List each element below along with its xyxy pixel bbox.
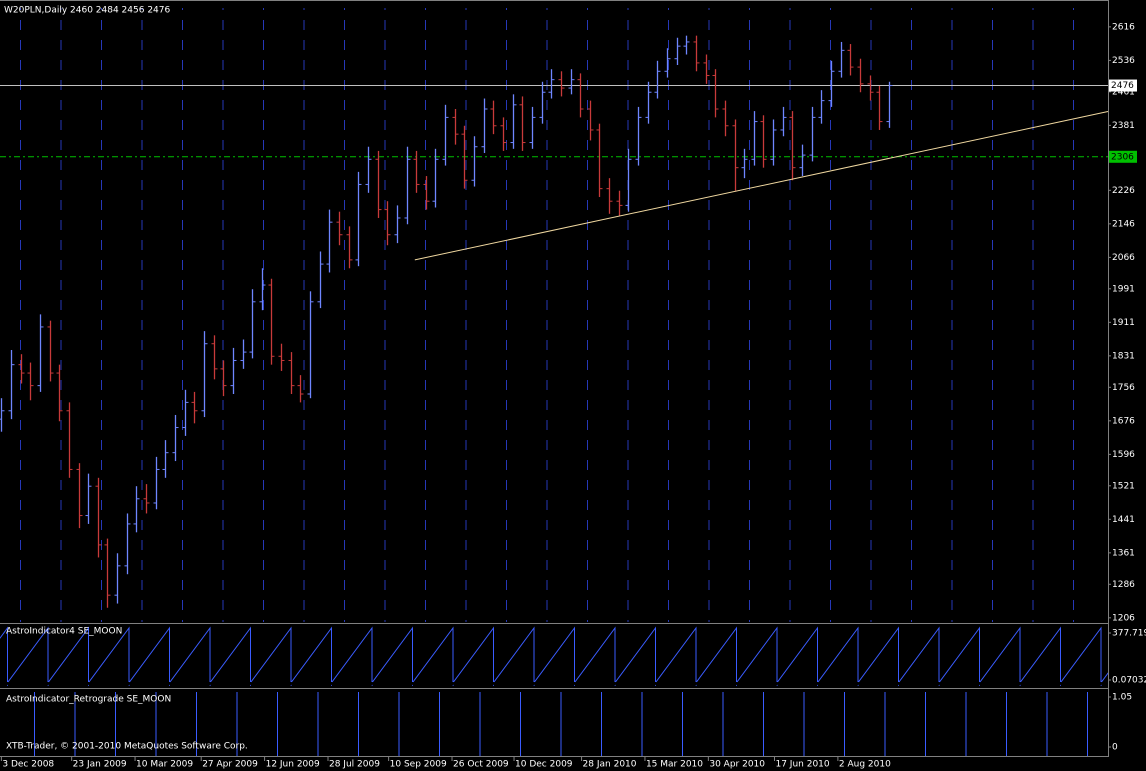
y-tick-label: 2536	[1112, 56, 1135, 66]
x-tick-label: 10 Dec 2009	[515, 760, 573, 770]
indicator-title: AstroIndicator_Retrograde SE_MOON	[6, 695, 171, 705]
y-tick-label: 1286	[1112, 580, 1135, 590]
y-tick-label: 2616	[1112, 22, 1135, 32]
x-tick-label: 23 Jan 2009	[73, 760, 127, 770]
y-tick-label: 1991	[1112, 284, 1135, 294]
y-tick-label: 1521	[1112, 481, 1135, 491]
x-tick-label: 10 Mar 2009	[136, 760, 193, 770]
x-tick-label: 15 Mar 2010	[646, 760, 703, 770]
price-level-label: 2476	[1111, 81, 1134, 91]
price-level-label: 2306	[1111, 152, 1134, 162]
y-tick-label: 1441	[1112, 515, 1135, 525]
marks	[0, 35, 1109, 608]
trend-line	[414, 111, 1109, 261]
indicator-title: AstroIndicator4 SE_MOON	[6, 627, 122, 637]
x-tick-label: 27 Apr 2009	[202, 760, 258, 770]
footer: XTB-Trader, © 2001-2010 MetaQuotes Softw…	[6, 742, 248, 752]
retrograde-lines	[0, 692, 1108, 756]
y-tick-label: 1831	[1112, 351, 1135, 361]
y-tick-label: 1676	[1112, 416, 1135, 426]
y-tick-label: 1.05	[1112, 693, 1132, 703]
y-tick-label: 2226	[1112, 186, 1135, 196]
y-tick-label: 1596	[1112, 450, 1135, 460]
y-tick-label: 2461	[1112, 87, 1135, 97]
y-tick-label: 2146	[1112, 219, 1135, 229]
y-tick-label: 1206	[1112, 613, 1135, 623]
y-tick-label: 377.719	[1112, 629, 1146, 639]
y-tick-label: 2066	[1112, 253, 1135, 263]
price-level-tag	[1109, 79, 1137, 92]
y-tick-label: 2381	[1112, 121, 1135, 131]
y-tick-label: 0.07032	[1112, 676, 1146, 686]
y-tick-label: 1361	[1112, 548, 1135, 558]
price-level-tag	[1109, 150, 1137, 163]
x-tick-label: 28 Jan 2010	[583, 760, 637, 770]
y-tick-label: 1911	[1112, 318, 1135, 328]
astro-indicator-line	[0, 626, 1108, 686]
x-tick-label: 2 Aug 2010	[839, 760, 891, 770]
chart-title: W20PLN,Daily 2460 2484 2456 2476	[4, 6, 170, 16]
y-tick-label: 0	[1112, 743, 1118, 753]
moon-lines	[0, 8, 1108, 622]
x-tick-label: 17 Jun 2010	[775, 760, 829, 770]
x-tick-label: 10 Sep 2009	[390, 760, 447, 770]
x-tick-label: 3 Dec 2008	[2, 760, 54, 770]
x-tick-label: 30 Apr 2010	[709, 760, 765, 770]
x-tick-label: 28 Jul 2009	[329, 760, 380, 770]
y-tick-label: 1756	[1112, 383, 1135, 393]
x-tick-label: 12 Jun 2009	[266, 760, 320, 770]
x-tick-label: 26 Oct 2009	[453, 760, 509, 770]
